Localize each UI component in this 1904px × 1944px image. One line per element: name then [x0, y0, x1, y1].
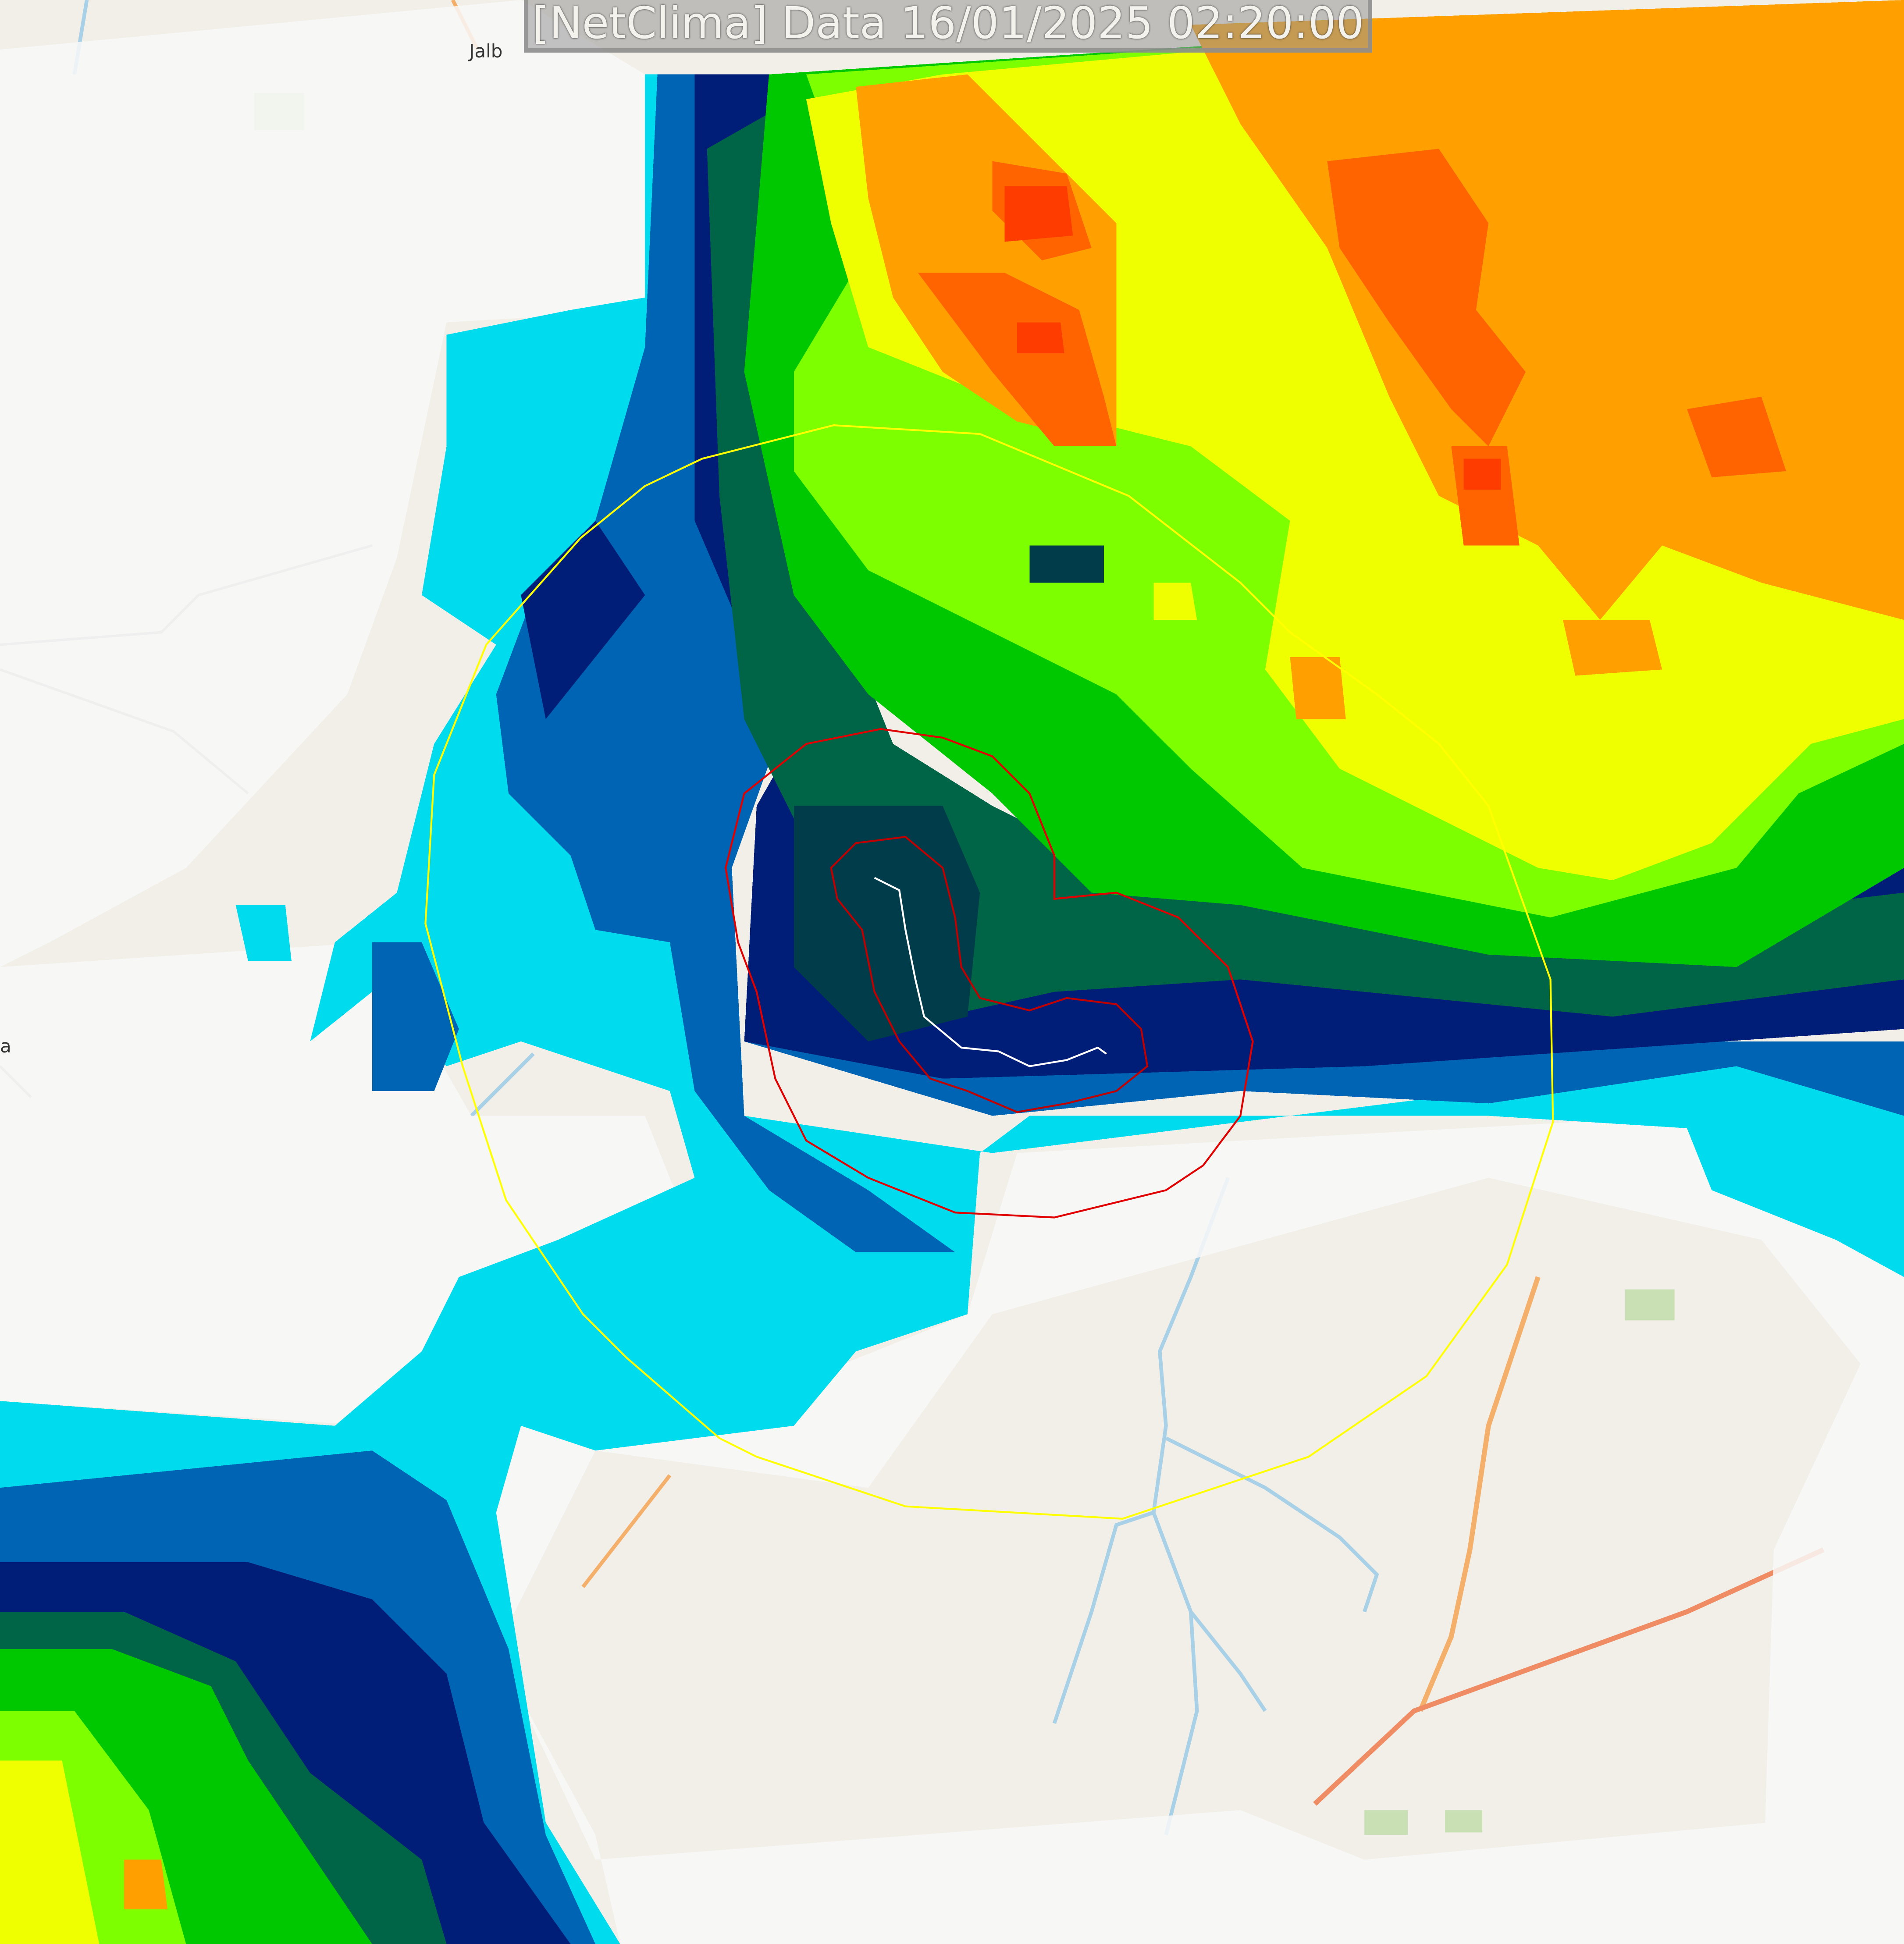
rivers: [72, 0, 1379, 1836]
warning-polygon-yellow[interactable]: [424, 424, 1554, 1520]
place-label: Jalb: [469, 40, 503, 62]
map-title: [NetClima] Data 16/01/2025 02:20:00: [524, 0, 1372, 53]
warning-contour-red-inner[interactable]: [830, 835, 1149, 1113]
place-label: a: [0, 1035, 11, 1057]
radar-navy-core: [794, 545, 1104, 1041]
warning-contour-red-outer[interactable]: [724, 728, 1254, 1219]
radar-red: [1004, 186, 1501, 490]
storm-track[interactable]: [874, 877, 1107, 1067]
radar-cyan: [0, 74, 1904, 1944]
